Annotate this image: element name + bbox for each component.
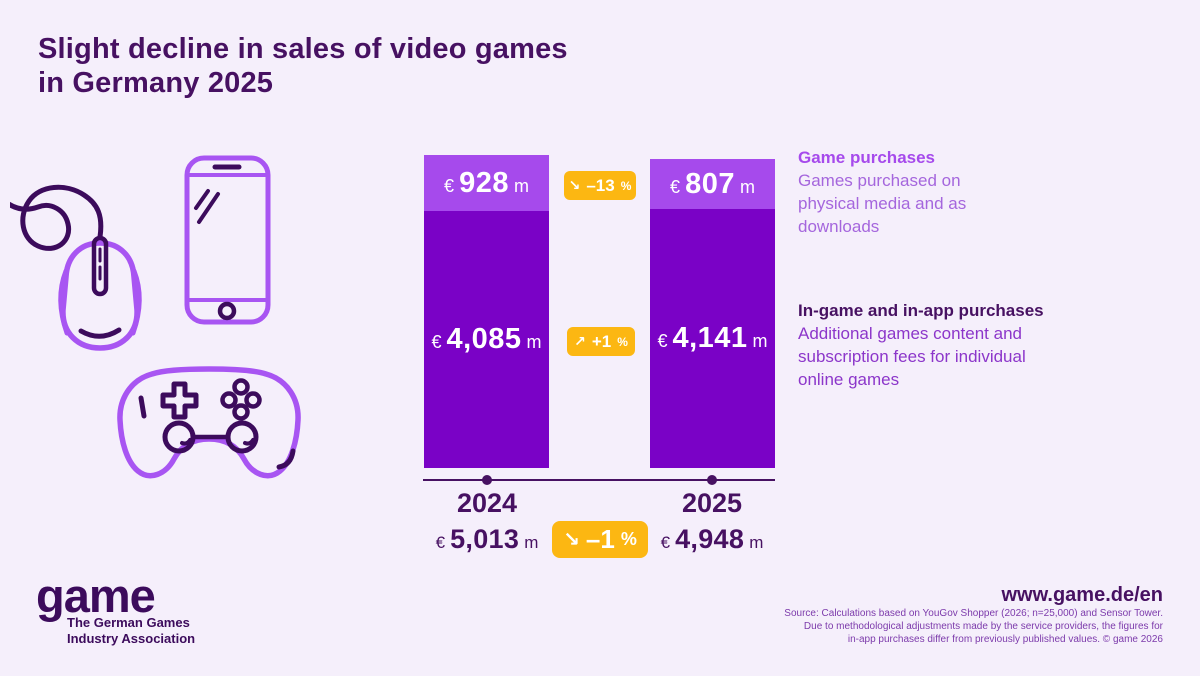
bar-2025-game-purchases-segment: €807 m	[650, 159, 775, 209]
unit-suffix: m	[739, 176, 755, 197]
page-title-line1: Slight decline in sales of video games	[38, 33, 568, 65]
unit-suffix: m	[749, 533, 764, 552]
logo-subtitle: The German Games Industry Association	[67, 615, 195, 647]
gamepad-icon	[117, 366, 301, 479]
bar-2024-ingame-value: €4,085 m	[431, 323, 542, 355]
axis-dot-2025	[707, 475, 717, 485]
bar-2025-ingame-segment: €4,141 m	[650, 209, 775, 468]
logo-subtitle-line2: Industry Association	[67, 631, 196, 646]
change-badge-total: ↘ –1%	[552, 521, 648, 558]
year-label-2025: 2025	[681, 488, 743, 518]
source-line3: in-app purchases differ from previously …	[847, 634, 1163, 645]
legend-ingame-purchases: In-game and in-app purchases Additional …	[798, 300, 1060, 391]
bar-2024-game-purchases-value: €928 m	[444, 166, 529, 199]
currency-symbol: €	[670, 176, 681, 197]
change-badge-ingame: ↗ +1%	[567, 327, 635, 356]
change-badge-game-purchases: ↘ –13%	[564, 171, 636, 200]
arrow-down-right-icon: ↘	[568, 177, 581, 193]
currency-symbol: €	[431, 332, 442, 352]
unit-suffix: m	[524, 533, 539, 552]
currency-symbol: €	[657, 331, 668, 351]
bar-2024: €928 m €4,085 m	[424, 155, 549, 468]
page-title: Slight decline in sales of video games i…	[38, 32, 568, 100]
legend-game-purchases-title: Game purchases	[798, 148, 936, 167]
mouse-icon	[10, 184, 142, 351]
legend-ingame-purchases-title: In-game and in-app purchases	[798, 301, 1044, 320]
source-line2: Due to methodological adjustments made b…	[803, 621, 1163, 632]
bar-2025-ingame-value: €4,141 m	[657, 322, 768, 354]
legend-ingame-purchases-description: Additional games content and subscriptio…	[798, 324, 1026, 389]
bar-2024-ingame-segment: €4,085 m	[424, 211, 549, 468]
x-axis-line	[423, 479, 775, 481]
legend-game-purchases: Game purchases Games purchased on physic…	[798, 147, 1060, 238]
currency-symbol: €	[660, 533, 671, 552]
total-2025: €4,948 m	[660, 524, 764, 554]
bar-2025: €807 m €4,141 m	[650, 159, 775, 468]
page-title-line2: in Germany 2025	[38, 67, 274, 99]
unit-suffix: m	[526, 332, 542, 352]
game-logo: game	[36, 569, 156, 622]
arrow-down-right-icon: ↘	[563, 529, 580, 551]
arrow-up-right-icon: ↗	[574, 333, 586, 349]
smartphone-icon	[184, 155, 271, 325]
source-line1: Source: Calculations based on YouGov Sho…	[784, 608, 1163, 619]
legend-game-purchases-description: Games purchased on physical media and as…	[798, 171, 967, 236]
bar-2024-game-purchases-segment: €928 m	[424, 155, 549, 211]
currency-symbol: €	[435, 533, 446, 552]
bar-2025-game-purchases-value: €807 m	[670, 167, 755, 200]
axis-dot-2024	[482, 475, 492, 485]
year-label-2024: 2024	[456, 488, 518, 518]
currency-symbol: €	[444, 175, 455, 196]
devices-illustration	[10, 155, 301, 479]
logo-subtitle-line1: The German Games	[67, 615, 190, 630]
total-2024: €5,013 m	[435, 524, 539, 554]
website-url: www.game.de/en	[1001, 584, 1163, 606]
unit-suffix: m	[752, 331, 768, 351]
unit-suffix: m	[513, 175, 529, 196]
source-note: Source: Calculations based on YouGov Sho…	[784, 607, 1163, 646]
